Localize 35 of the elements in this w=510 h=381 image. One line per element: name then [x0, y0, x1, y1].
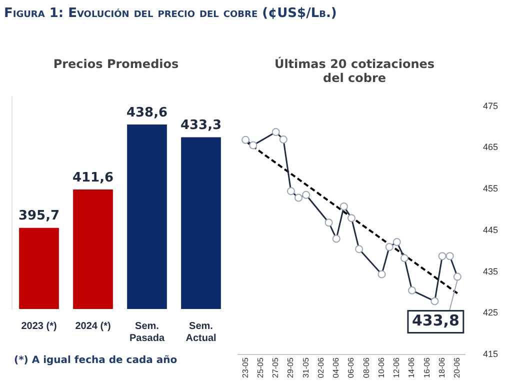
- x-tick-label: 16-06: [422, 356, 432, 378]
- x-tick-label: 29-05: [286, 356, 296, 378]
- y-tick-label: 415: [482, 349, 498, 360]
- data-label: 411,6: [72, 170, 114, 186]
- data-label: 433,3: [180, 118, 222, 134]
- annotation: 433,8: [412, 312, 460, 330]
- y-tick-label: 465: [482, 142, 498, 152]
- y-tick-label: 435: [482, 266, 498, 276]
- x-tick-label: 10-06: [376, 356, 386, 378]
- x-tick-label: 25-05: [256, 356, 265, 378]
- x-tick-label: 23-05: [240, 356, 250, 378]
- y-tick-label: 425: [482, 308, 498, 318]
- x-tick-label: 2023 (*): [21, 320, 57, 332]
- x-tick-label: 31-05: [301, 356, 310, 378]
- x-tick-label: 08-06: [362, 356, 371, 378]
- x-tick-label: 14-06: [407, 356, 416, 378]
- text: (*) A igual fecha de cada año: [14, 355, 178, 366]
- data-label: 438,6: [126, 105, 168, 120]
- y-tick-label: 445: [482, 224, 498, 235]
- x-tick-label: 04-06: [332, 356, 341, 378]
- y-tick-label: 475: [482, 100, 498, 111]
- y-tick-label: 455: [482, 184, 498, 194]
- chart-title: Últimas 20 cotizaciones del cobre: [273, 57, 436, 85]
- x-tick-label: Sem. Actual: [186, 320, 216, 344]
- x-tick-label: Sem. Pasada: [129, 320, 165, 344]
- x-tick-label: 06-06: [346, 356, 356, 378]
- chart-title: Figura 1: Evolución del precio del cobre (¢US$/Lb.): [4, 6, 337, 21]
- x-tick-label: 27-05: [271, 356, 280, 378]
- x-tick-label: 12-06: [392, 356, 402, 378]
- x-tick-label: 02-06: [316, 356, 326, 378]
- chart-subtitle: Precios Promedios: [52, 57, 180, 71]
- x-tick-label: 20-06: [452, 356, 462, 378]
- data-label: 395,7: [18, 208, 60, 224]
- x-tick-label: 2024 (*): [75, 320, 111, 332]
- x-tick-label: 18-06: [437, 356, 446, 378]
